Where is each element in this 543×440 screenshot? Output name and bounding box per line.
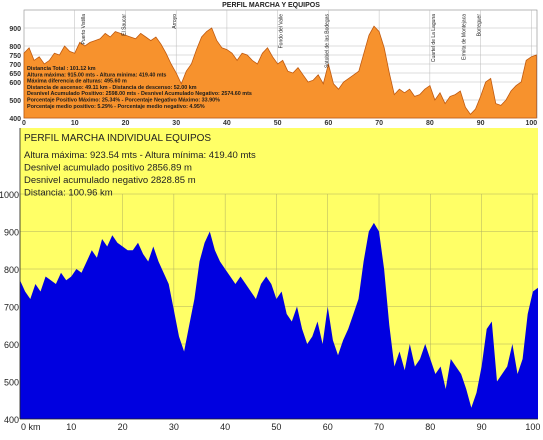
x-tick-label: 80 <box>426 120 434 126</box>
y-tick-label: 400 <box>4 415 19 425</box>
x-tick-label: 70 <box>374 422 384 432</box>
y-tick-label: 650 <box>9 71 21 78</box>
waypoint-label: Fondo del Valle <box>279 14 285 49</box>
y-tick-label: 400 <box>9 116 21 123</box>
y-tick-label: 1000 <box>0 190 19 200</box>
bottom-elevation-chart: 400 500 600 700 800 900 1000 0 km 10 20 30 40 50 60 70… <box>0 128 543 435</box>
stats-line: Altura máxima: 923.54 mts - Altura mínim… <box>24 150 256 161</box>
chart-title: PERFIL MARCHA Y EQUIPOS <box>222 2 320 9</box>
x-tick-label: 0 <box>22 120 26 126</box>
x-tick-label: 90 <box>477 120 485 126</box>
y-tick-label: 750 <box>9 53 21 60</box>
x-tick-label: 100 <box>525 422 540 432</box>
x-tick-label: 0 km <box>21 422 41 432</box>
waypoint-label: Ermita de Montejaca <box>461 14 467 60</box>
y-tick-label: 700 <box>4 303 19 313</box>
waypoint-label: El Saucar <box>121 14 127 36</box>
y-tick-label: 600 <box>9 80 21 87</box>
stats-line: Máxima diferencia de alturas: 495.60 m <box>27 79 127 85</box>
x-tick-label: 90 <box>477 422 487 432</box>
x-tick-label: 60 <box>324 120 332 126</box>
y-tick-label: 900 <box>9 26 21 33</box>
x-tick-label: 50 <box>271 422 281 432</box>
x-tick-label: 20 <box>122 120 130 126</box>
x-tick-label: 30 <box>172 120 180 126</box>
x-tick-label: 80 <box>425 422 435 432</box>
x-tick-label: 40 <box>223 120 231 126</box>
stats-line: Distancia Total : 101.12 km <box>27 66 96 72</box>
elevation-area <box>20 222 538 419</box>
waypoint-label: Arroyo <box>172 14 178 29</box>
x-tick-label: 100 <box>525 120 537 126</box>
x-tick-label: 10 <box>66 422 76 432</box>
x-tick-label: 50 <box>274 120 282 126</box>
y-tick-label: 700 <box>9 62 21 69</box>
y-tick-label: 800 <box>9 44 21 51</box>
waypoint-label: Puerto Vistilla <box>81 14 87 45</box>
top-elevation-chart: 400 500 600 650 700 750 800 900 0 10 20 30 40 50 60 70 8… <box>0 0 543 127</box>
x-tick-label: 10 <box>71 120 79 126</box>
chart-title: PERFIL MARCHA INDIVIDUAL EQUIPOS <box>24 133 211 144</box>
x-tick-label: 20 <box>118 422 128 432</box>
waypoint-label: Borreguer <box>477 14 483 37</box>
bottom-chart-svg: 400 500 600 700 800 900 1000 0 km 10 20 30 40 50 60 70… <box>0 128 543 435</box>
y-tick-label: 800 <box>4 265 19 275</box>
elevation-area <box>23 25 537 119</box>
stats-line: Desnivel Acumulado Positivo: 2598.00 mts… <box>27 91 252 97</box>
y-tick-label: 500 <box>4 378 19 388</box>
stats-line: Altura máxima: 915.00 mts - Altura mínim… <box>27 72 166 78</box>
stats-line: Desnivel acumulado positivo 2856.89 m <box>24 163 192 174</box>
stats-line: Desnivel acumulado negativo 2828.85 m <box>24 175 196 186</box>
waypoint-label: Sotobiel de las Bodegas <box>324 14 330 68</box>
waypoint-label: Cuartel de La Laguna <box>431 14 437 62</box>
x-tick-label: 60 <box>323 422 333 432</box>
stats-line: Distancia: 100.96 km <box>24 188 113 199</box>
stats-line: Porcentaje Positivo Máximo: 25.34% - Por… <box>27 98 220 104</box>
y-tick-label: 900 <box>4 228 19 238</box>
x-tick-label: 30 <box>169 422 179 432</box>
top-chart-svg: 400 500 600 650 700 750 800 900 0 10 20 30 40 50 60 70 8… <box>9 2 538 127</box>
stats-line: Porcentaje medio positivo: 5.29% - Porce… <box>27 104 205 110</box>
y-tick-label: 600 <box>4 340 19 350</box>
y-tick-label: 500 <box>9 98 21 105</box>
x-tick-label: 40 <box>220 422 230 432</box>
x-tick-label: 70 <box>375 120 383 126</box>
stats-line: Distancia de ascenso: 49.11 km - Distanc… <box>27 85 197 91</box>
